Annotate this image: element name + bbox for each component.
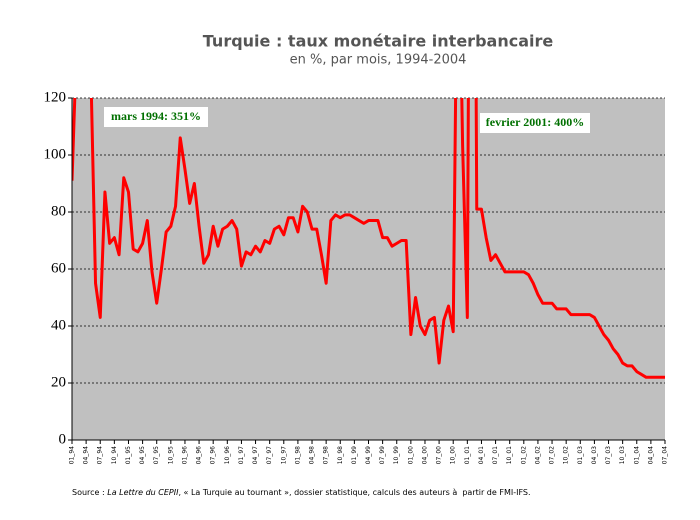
- x-tick-label: 10_95: [167, 446, 174, 464]
- x-tick-label: 10_94: [111, 446, 118, 464]
- y-tick-label: 120: [44, 89, 67, 105]
- x-tick-label: 10_97: [280, 446, 287, 464]
- x-tick-label: 07_01: [492, 446, 499, 464]
- x-tick-label: 01_95: [125, 446, 132, 464]
- annotation: mars 1994: 351%: [111, 109, 201, 123]
- x-tick-label: 04_01: [478, 446, 485, 464]
- x-tick-label: 01_00: [407, 446, 414, 464]
- x-tick-label: 07_99: [379, 446, 386, 464]
- x-tick-label: 07_98: [323, 446, 330, 464]
- x-tick-label: 04_99: [365, 446, 372, 464]
- x-tick-label: 04_97: [252, 446, 259, 464]
- x-tick-label: 07_00: [436, 446, 443, 464]
- x-tick-label: 01_97: [238, 446, 245, 464]
- x-tick-label: 04_94: [83, 446, 90, 464]
- x-tick-label: 10_00: [450, 446, 457, 464]
- x-tick-label: 10_02: [563, 446, 570, 464]
- x-tick-label: 04_96: [196, 446, 203, 464]
- annotation-box: [104, 107, 208, 127]
- x-tick-label: 04_03: [591, 446, 598, 464]
- chart-title: Turquie : taux monétaire interbancaire: [203, 32, 554, 51]
- x-tick-label: 07_03: [605, 446, 612, 464]
- x-tick-label: 04_04: [647, 446, 654, 464]
- x-tick-label: 01_02: [520, 446, 527, 464]
- source-part: Source :: [72, 488, 107, 497]
- data-line: [72, 98, 665, 379]
- x-tick-label: 01_96: [181, 446, 188, 464]
- annotation: fevrier 2001: 400%: [486, 115, 584, 129]
- x-tick-label: 07_02: [549, 446, 556, 464]
- x-tick-label: 10_01: [506, 446, 513, 464]
- x-tick-label: 07_04: [662, 446, 669, 464]
- y-tick-label: 60: [51, 260, 66, 276]
- x-tick-label: 07_94: [97, 446, 104, 464]
- x-tick-label: 10_98: [337, 446, 344, 464]
- x-tick-label: 01_04: [633, 446, 640, 464]
- y-tick-label: 0: [59, 431, 67, 447]
- source-part: , « La Turquie au tournant », dossier st…: [178, 488, 530, 497]
- x-tick-label: 01_99: [351, 446, 358, 464]
- y-tick-label: 20: [51, 374, 66, 390]
- x-tick-label: 07_95: [153, 446, 160, 464]
- source-part: La Lettre du CEPII: [107, 488, 179, 497]
- source: Source : La Lettre du CEPII, « La Turqui…: [72, 488, 531, 497]
- x-tick-label: 04_02: [534, 446, 541, 464]
- x-tick-label: 07_97: [266, 446, 273, 464]
- x-tick-label: 01_94: [69, 446, 76, 464]
- x-tick-label: 04_00: [421, 446, 428, 464]
- x-tick-label: 04_95: [139, 446, 146, 464]
- x-tick-label: 01_01: [464, 446, 471, 464]
- x-tick-label: 10_96: [224, 446, 231, 464]
- x-tick-label: 10_03: [619, 446, 626, 464]
- annotation-box: [480, 113, 590, 133]
- x-tick-label: 01_98: [294, 446, 301, 464]
- y-tick-label: 80: [51, 203, 66, 219]
- x-tick-label: 07_96: [210, 446, 217, 464]
- x-tick-label: 10_99: [393, 446, 400, 464]
- y-tick-label: 100: [44, 146, 67, 162]
- x-tick-label: 01_03: [577, 446, 584, 464]
- chart-subtitle: en %, par mois, 1994-2004: [290, 53, 467, 68]
- x-tick-label: 04_98: [309, 446, 316, 464]
- y-tick-label: 40: [51, 317, 66, 333]
